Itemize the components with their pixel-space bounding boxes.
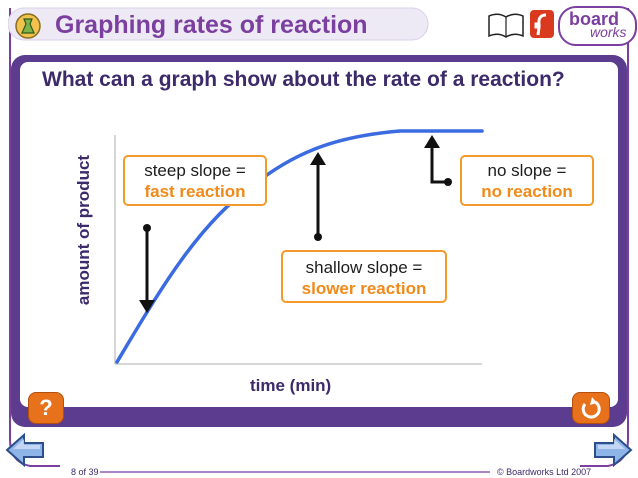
forward-arrow-icon	[594, 432, 633, 468]
undo-icon	[581, 397, 601, 419]
arrow-no-slope	[424, 135, 440, 148]
back-arrow-icon	[5, 432, 44, 468]
arrow-shallow	[310, 152, 326, 165]
page-number: 8 of 39	[71, 467, 99, 477]
help-icon: ?	[39, 395, 53, 420]
flask-icon	[15, 13, 41, 39]
question-heading: What can a graph show about the rate of …	[42, 68, 565, 91]
y-axis-label: amount of product	[74, 154, 93, 306]
callout-shallow-slope: shallow slope = slower reaction	[281, 250, 447, 303]
x-axis-label: time (min)	[250, 376, 332, 395]
arrow-steep	[139, 300, 155, 313]
flash-icon[interactable]	[528, 8, 556, 40]
previous-slide-button[interactable]	[4, 432, 46, 468]
copyright-text: © Boardworks Ltd 2007	[497, 467, 592, 477]
boardworks-logo: board works	[558, 6, 637, 46]
callout-steep-slope: steep slope = fast reaction	[123, 155, 267, 206]
book-icon[interactable]	[486, 10, 526, 40]
header: Graphing rates of reaction board works	[8, 6, 637, 46]
callout-no-slope: no slope = no reaction	[460, 155, 594, 206]
undo-button[interactable]	[572, 392, 610, 424]
help-button[interactable]: ?	[28, 392, 64, 424]
next-slide-button[interactable]	[592, 432, 634, 468]
page-title: Graphing rates of reaction	[55, 11, 368, 39]
